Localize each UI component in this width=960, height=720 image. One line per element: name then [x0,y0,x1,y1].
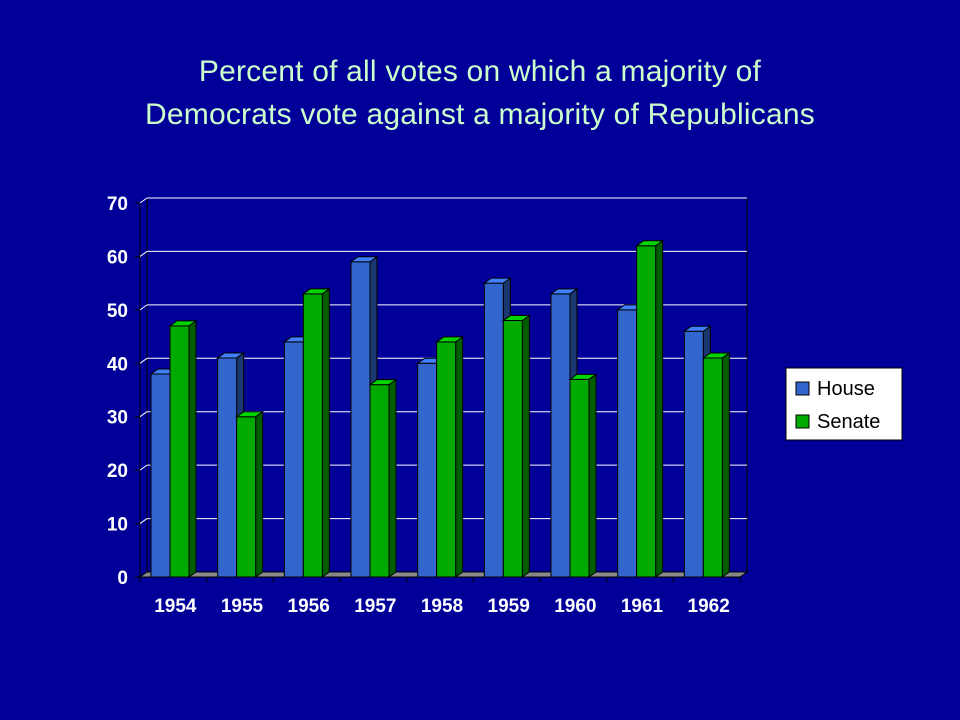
bar-side [521,314,530,578]
bar-front [483,282,504,578]
legend-label-senate: Senate [817,411,880,433]
bar-top [568,373,598,380]
legend-swatch-senate [795,414,810,429]
bar-front [169,325,190,578]
bar-front [569,378,590,578]
bar-side [721,351,730,578]
bar-senate-1961 [635,239,665,578]
bar-top [301,288,331,295]
legend-label-house: House [817,378,875,400]
bar-front [702,357,723,578]
bar-side [455,335,464,578]
bar-front [417,362,438,578]
gridline-depth [139,251,148,257]
x-tick-label-1956: 1956 [288,596,330,617]
bar-top [349,256,379,263]
bar-top [701,352,731,359]
x-tick-label-1958: 1958 [421,596,463,617]
bar-front [636,245,657,578]
bar-front [283,341,304,578]
bar-top [235,411,265,418]
gridline-depth [139,304,148,311]
y-tick-label: 60 [107,247,128,268]
bar-front [369,384,390,578]
y-tick-label: 0 [117,568,128,589]
y-tick-label: 10 [107,515,128,536]
bar-front [550,293,571,578]
bar-front [236,416,257,578]
bar-senate-1958 [435,335,465,578]
bar-front [436,341,457,578]
y-axis-ticks: 0 10 20 30 40 50 60 70 [107,194,140,589]
x-tick-label-1962: 1962 [688,596,730,617]
slide-title-line-1: Percent of all votes on which a majority… [198,55,762,88]
bar-top [501,315,531,322]
bar-top [168,320,198,327]
bar-front [683,330,704,578]
bar-front [350,261,371,578]
gridline-depth [139,357,148,364]
bar-side [388,378,397,578]
bar-front [217,357,238,578]
x-tick-label-1960: 1960 [554,596,596,617]
bar-front [302,293,323,578]
bar-top [368,379,398,386]
bar-senate-1955 [235,410,265,578]
gridline-depth [139,518,148,524]
bar-top [682,325,712,332]
y-tick-label: 50 [107,301,128,322]
bar-top [482,277,512,284]
x-tick-label-1957: 1957 [354,596,396,617]
gridline-depth [139,411,148,418]
y-tick-label: 40 [107,354,128,375]
slide-title: Percent of all votes on which a majority… [0,50,960,136]
slide-title-line-2: Democrats vote against a majority of Rep… [145,98,815,131]
bar-side [255,410,264,578]
bar-senate-1956 [301,287,331,578]
bar-senate-1962 [701,351,731,578]
bar-side [588,373,597,578]
gridline-depth [139,197,148,204]
bar-senate-1957 [368,378,398,578]
y-tick-label: 70 [107,194,128,215]
x-axis-ticks: 1954 1955 1956 1957 1958 1959 1960 1961 1962 [139,577,741,617]
bar-senate-1960 [568,373,598,578]
bar-top [216,352,246,359]
bar-top [635,240,665,247]
bar-side [655,239,664,578]
x-tick-label-1959: 1959 [488,596,530,617]
bar-top [435,336,465,343]
bar-front [150,373,171,578]
x-tick-label-1954: 1954 [154,596,197,617]
bar-front [617,309,638,578]
x-tick-label-1961: 1961 [621,596,664,617]
bars [149,239,731,578]
bar-side [321,287,330,578]
x-tick-label-1955: 1955 [221,596,264,617]
legend: House Senate [785,367,903,441]
y-tick-label: 20 [107,461,128,482]
bar-senate-1959 [501,314,531,578]
bar-side [188,319,197,578]
bar-senate-1954 [168,319,198,578]
legend-swatch-house [795,381,810,396]
bar-top [549,288,579,295]
gridline-depth [139,464,148,471]
bar-front [502,320,523,578]
y-tick-label: 30 [107,408,128,429]
